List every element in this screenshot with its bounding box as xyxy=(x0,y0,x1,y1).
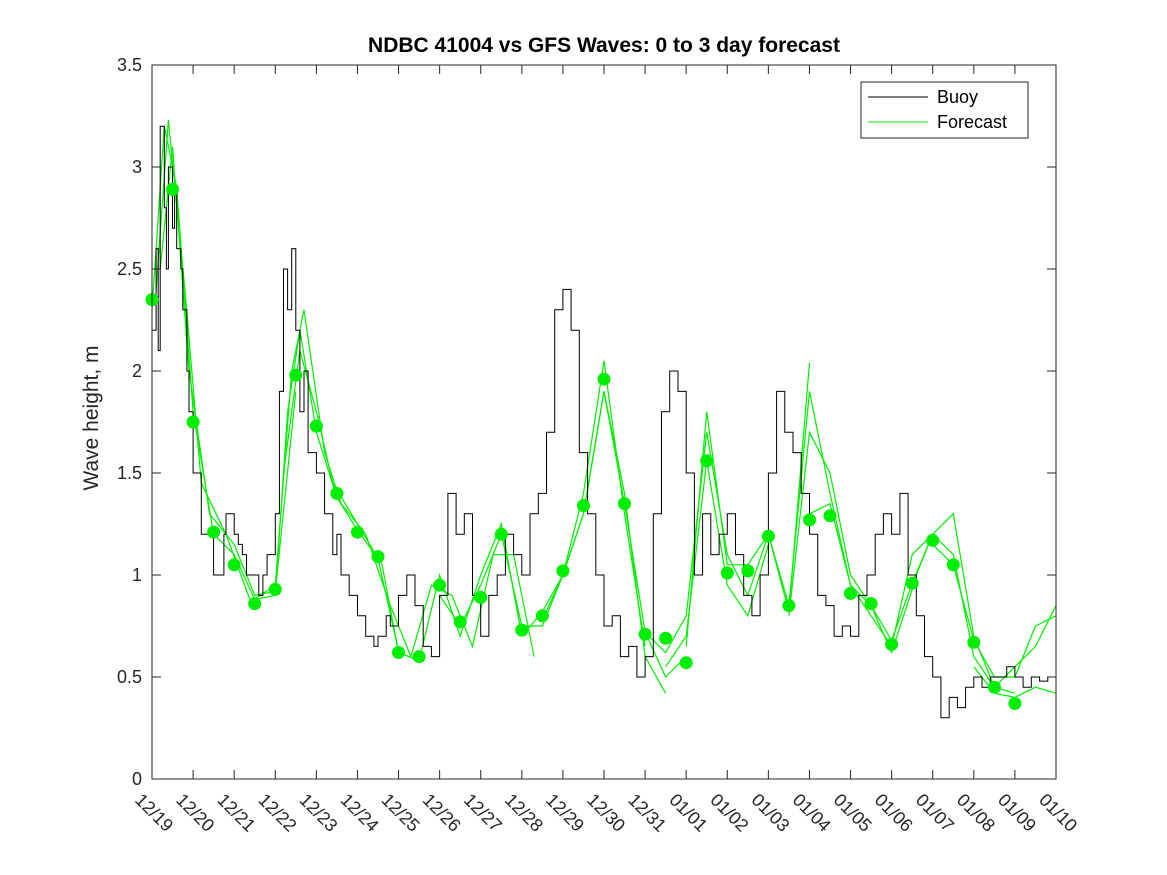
forecast-marker xyxy=(474,590,488,604)
legend-forecast-label: Forecast xyxy=(937,112,1007,132)
forecast-marker xyxy=(597,372,611,386)
forecast-marker xyxy=(412,650,426,664)
forecast-marker xyxy=(515,623,529,637)
forecast-marker xyxy=(782,599,796,613)
forecast-marker xyxy=(392,646,405,659)
forecast-marker xyxy=(679,656,693,670)
forecast-marker xyxy=(248,597,262,611)
y-tick-label: 3.5 xyxy=(117,55,142,75)
chart-title: NDBC 41004 vs GFS Waves: 0 to 3 day fore… xyxy=(368,34,840,57)
forecast-marker xyxy=(309,419,323,433)
forecast-marker xyxy=(289,368,303,382)
forecast-marker xyxy=(186,415,200,429)
buoy-line xyxy=(152,125,1056,719)
forecast-marker xyxy=(885,637,899,651)
y-axis-label: Wave height, m xyxy=(80,345,103,490)
forecast-marker xyxy=(494,527,508,541)
forecast-marker xyxy=(535,609,549,623)
y-tick-label: 2.5 xyxy=(117,259,142,279)
forecast-line-5 xyxy=(274,309,412,657)
forecast-marker xyxy=(741,564,755,578)
forecast-marker xyxy=(351,525,364,539)
forecast-marker xyxy=(371,550,385,564)
legend: Buoy Forecast xyxy=(860,81,1029,139)
legend-box xyxy=(860,81,1029,139)
forecast-line-14 xyxy=(665,460,769,668)
forecast-marker xyxy=(556,564,570,578)
forecast-marker xyxy=(905,576,919,590)
forecast-marker xyxy=(618,497,631,511)
forecast-marker xyxy=(453,615,467,629)
forecast-marker xyxy=(823,509,837,523)
forecast-marker xyxy=(207,525,221,539)
forecast-marker xyxy=(967,635,981,649)
forecast-marker xyxy=(946,558,960,572)
forecast-marker xyxy=(330,486,344,500)
forecast-marker xyxy=(700,454,714,468)
y-tick-label: 0.5 xyxy=(117,667,142,687)
y-tick-label: 2 xyxy=(132,361,142,381)
y-tick-label: 0 xyxy=(132,769,142,789)
forecast-marker xyxy=(638,627,652,641)
forecast-marker xyxy=(803,513,816,527)
forecast-marker xyxy=(1008,697,1022,710)
forecast-marker xyxy=(720,566,734,580)
plot-area xyxy=(152,65,1056,779)
y-tick-label: 1 xyxy=(132,565,142,585)
forecast-marker xyxy=(864,597,878,611)
forecast-marker xyxy=(227,558,241,572)
y-tick-label: 3 xyxy=(132,157,142,177)
forecast-line-17 xyxy=(788,430,913,655)
forecast-marker xyxy=(268,582,282,596)
forecast-marker xyxy=(987,680,1001,694)
forecast-marker xyxy=(577,499,590,513)
forecast-marker xyxy=(761,529,775,543)
series-layer xyxy=(145,120,1057,719)
forecast-marker xyxy=(433,578,447,592)
forecast-marker xyxy=(926,533,940,547)
y-tick-label: 1.5 xyxy=(117,463,142,483)
forecast-line-6 xyxy=(282,350,420,662)
forecast-marker xyxy=(659,631,673,645)
legend-buoy-label: Buoy xyxy=(937,87,978,107)
forecast-marker xyxy=(844,586,857,600)
forecast-line-20 xyxy=(911,512,1057,689)
forecast-marker xyxy=(166,182,179,196)
